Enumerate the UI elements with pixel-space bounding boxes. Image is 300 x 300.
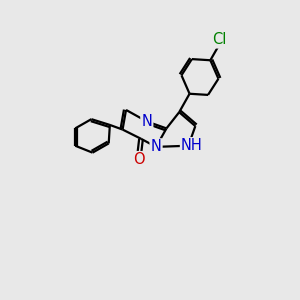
Text: N: N <box>151 140 161 154</box>
Text: N: N <box>141 114 152 129</box>
Text: Cl: Cl <box>212 32 227 47</box>
Text: O: O <box>133 152 145 167</box>
Text: NH: NH <box>181 138 203 153</box>
